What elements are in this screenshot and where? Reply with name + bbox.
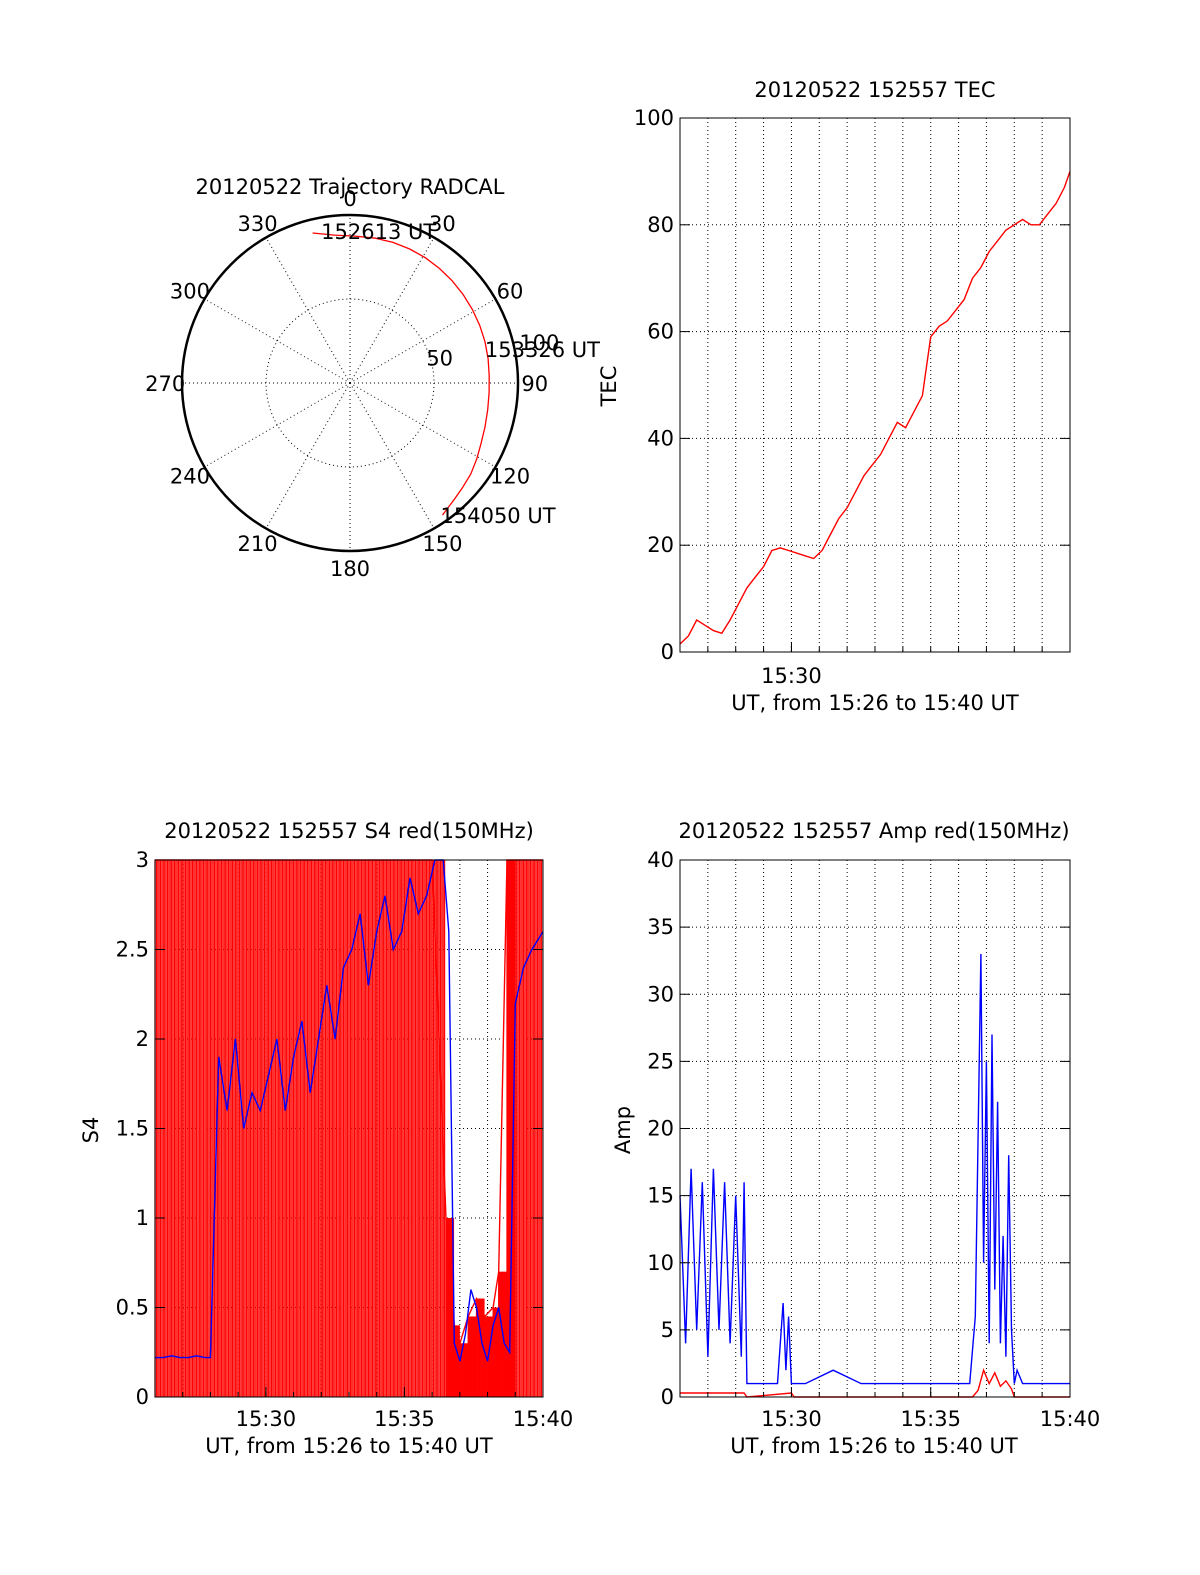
amp-ytick-label: 5 bbox=[661, 1318, 674, 1342]
tec-ytick-label: 20 bbox=[647, 533, 674, 557]
tec-xlabel: UT, from 15:26 to 15:40 UT bbox=[731, 691, 1019, 715]
amp-panel: 20120522 152557 Amp red(150MHz) 0 5 10 15 20… bbox=[611, 819, 1100, 1458]
s4-panel: 20120522 152557 S4 red(150MHz) 0 0.5 1 1.5 2… bbox=[79, 819, 573, 1458]
s4-ytick-label: 2.5 bbox=[116, 938, 149, 962]
trajectory-azimuth-label: 330 bbox=[238, 212, 278, 236]
trajectory-radius-label: 100 bbox=[519, 331, 559, 355]
trajectory-azimuth-label: 150 bbox=[422, 532, 462, 556]
trajectory-spoke bbox=[349, 382, 496, 468]
tec-xtick-label: 15:30 bbox=[761, 664, 822, 688]
s4-ytick-label: 2 bbox=[136, 1027, 149, 1051]
tec-ylabel: TEC bbox=[597, 366, 621, 408]
trajectory-panel: 20120522 Trajectory RADCAL 0 30 60 90 120 150… bbox=[145, 175, 600, 581]
amp-ytick-label: 30 bbox=[647, 982, 674, 1006]
s4-xtick-label: 15:40 bbox=[513, 1407, 574, 1431]
s4-xtick-label: 15:35 bbox=[374, 1407, 435, 1431]
trajectory-azimuth-label: 0 bbox=[343, 187, 356, 211]
amp-ylabel: Amp bbox=[611, 1106, 635, 1154]
trajectory-spoke bbox=[349, 298, 496, 384]
trajectory-radius-label: 50 bbox=[426, 347, 453, 371]
amp-series-red-line bbox=[680, 1368, 1070, 1398]
trajectory-azimuth-label: 30 bbox=[429, 212, 456, 236]
s4-ytick-label: 1.5 bbox=[116, 1117, 149, 1141]
amp-ytick-label: 10 bbox=[647, 1251, 674, 1275]
s4-title: 20120522 152557 S4 red(150MHz) bbox=[164, 819, 534, 843]
amp-series-blue-line bbox=[679, 953, 1070, 1385]
trajectory-azimuth-label: 270 bbox=[145, 372, 185, 396]
tec-panel: 20120522 152557 TEC 0 20 40 60 80 100 15:30 UT… bbox=[597, 78, 1071, 715]
trajectory-spoke bbox=[265, 237, 351, 384]
trajectory-radius-ticks: 50 100 bbox=[426, 331, 559, 370]
amp-xtick-label: 15:35 bbox=[900, 1407, 961, 1431]
s4-xtick-label: 15:30 bbox=[236, 1407, 297, 1431]
s4-series-blue-line bbox=[155, 859, 544, 1362]
amp-xlabel: UT, from 15:26 to 15:40 UT bbox=[730, 1434, 1018, 1458]
trajectory-azimuth-label: 60 bbox=[497, 280, 524, 304]
s4-ytick-label: 0 bbox=[136, 1385, 149, 1409]
trajectory-title: 20120522 Trajectory RADCAL bbox=[196, 175, 505, 199]
trajectory-annotations: 152613 UT 153326 UT 154050 UT bbox=[321, 220, 600, 528]
trajectory-spoke bbox=[349, 382, 435, 529]
tec-ytick-label: 0 bbox=[661, 640, 674, 664]
trajectory-azimuth-label: 180 bbox=[330, 557, 370, 581]
s4-ytick-label: 0.5 bbox=[116, 1296, 149, 1320]
trajectory-outer-circle bbox=[180, 213, 520, 553]
tec-ytick-label: 60 bbox=[647, 320, 674, 344]
tec-ytick-label: 80 bbox=[647, 213, 674, 237]
tec-grid bbox=[680, 118, 1070, 652]
trajectory-path bbox=[312, 232, 490, 516]
trajectory-azimuth-label: 120 bbox=[490, 464, 530, 488]
trajectory-spoke bbox=[204, 298, 351, 384]
amp-axes: 0 5 10 15 20 25 30 35 40 15:30 15:35 15:40 bbox=[647, 848, 1100, 1431]
amp-series bbox=[679, 953, 1070, 1398]
trajectory-time-annotation: 153326 UT bbox=[485, 338, 600, 362]
amp-ytick-label: 40 bbox=[647, 848, 674, 872]
amp-ytick-label: 15 bbox=[647, 1184, 674, 1208]
amp-ytick-label: 25 bbox=[647, 1049, 674, 1073]
trajectory-grid bbox=[180, 213, 520, 553]
tec-series-red-line bbox=[679, 171, 1071, 645]
tec-ytick-label: 100 bbox=[634, 106, 674, 130]
s4-ytick-label: 3 bbox=[136, 848, 149, 872]
amp-xtick-label: 15:40 bbox=[1040, 1407, 1101, 1431]
trajectory-azimuth-label: 300 bbox=[170, 280, 210, 304]
s4-ylabel: S4 bbox=[79, 1117, 103, 1144]
trajectory-spoke bbox=[204, 382, 351, 468]
s4-xlabel: UT, from 15:26 to 15:40 UT bbox=[205, 1434, 493, 1458]
amp-ytick-label: 35 bbox=[647, 915, 674, 939]
tec-ytick-label: 40 bbox=[647, 426, 674, 450]
trajectory-series bbox=[312, 232, 490, 516]
trajectory-azimuth-label: 90 bbox=[521, 372, 548, 396]
amp-xtick-label: 15:30 bbox=[761, 1407, 822, 1431]
trajectory-azimuth-label: 210 bbox=[238, 532, 278, 556]
amp-ytick-label: 20 bbox=[647, 1117, 674, 1141]
s4-axes: 0 0.5 1 1.5 2 2.5 3 15:30 15:35 15:40 bbox=[116, 848, 574, 1431]
amp-title: 20120522 152557 Amp red(150MHz) bbox=[678, 819, 1069, 843]
s4-series bbox=[154, 859, 544, 1397]
amp-ytick-label: 0 bbox=[661, 1385, 674, 1409]
s4-ytick-label: 1 bbox=[136, 1206, 149, 1230]
tec-title: 20120522 152557 TEC bbox=[754, 78, 995, 102]
tec-axes: 0 20 40 60 80 100 15:30 bbox=[634, 106, 1071, 688]
trajectory-spoke bbox=[349, 237, 435, 384]
trajectory-time-annotation: 154050 UT bbox=[441, 504, 556, 528]
trajectory-spoke bbox=[265, 382, 351, 529]
trajectory-azimuth-ticks: 0 30 60 90 120 150 180 210 240 270 300 330 bbox=[145, 187, 548, 581]
trajectory-azimuth-label: 240 bbox=[170, 464, 210, 488]
trajectory-time-annotation: 152613 UT bbox=[321, 220, 436, 244]
tec-series bbox=[679, 171, 1071, 645]
